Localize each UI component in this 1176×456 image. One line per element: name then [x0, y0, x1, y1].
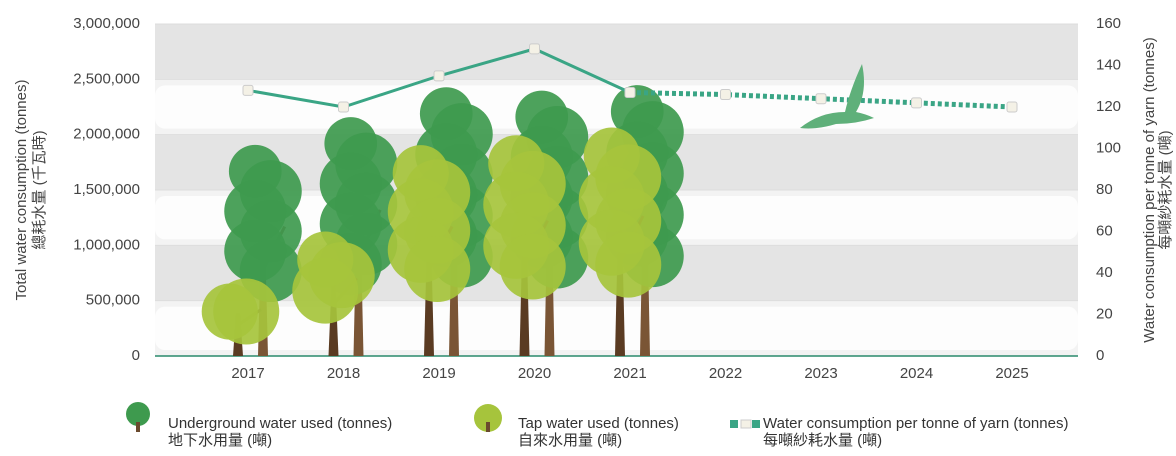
line-marker — [625, 87, 635, 97]
line-marker — [721, 90, 731, 100]
y-tick-label: 2,000,000 — [73, 126, 140, 143]
legend-label: 地下水用量 (噸) — [168, 432, 272, 449]
x-tick-label: 2020 — [518, 365, 551, 382]
line-marker — [816, 94, 826, 104]
y2-tick-label: 80 — [1096, 181, 1113, 198]
x-tick-label: 2021 — [613, 365, 646, 382]
canopy — [404, 236, 470, 302]
y2-tick-label: 140 — [1096, 56, 1121, 73]
y-tick-label: 1,500,000 — [73, 181, 140, 198]
y2-tick-label: 0 — [1096, 347, 1104, 364]
line-marker — [530, 44, 540, 54]
y2-axis-title: Water consumption per tonne of yarn (ton… — [1141, 37, 1158, 342]
y2-axis-title: 每噸紗耗水量 (噸) — [1157, 130, 1174, 249]
canopy — [500, 234, 566, 300]
legend-label: 每噸紗耗水量 (噸) — [763, 432, 882, 449]
y-tick-label: 500,000 — [86, 292, 140, 309]
y2-tick-label: 40 — [1096, 264, 1113, 281]
legend-swatch — [752, 420, 760, 428]
y2-tick-label: 20 — [1096, 305, 1113, 322]
x-tick-label: 2022 — [709, 365, 742, 382]
line-marker — [434, 71, 444, 81]
y-tick-label: 1,000,000 — [73, 236, 140, 253]
x-tick-label: 2017 — [231, 365, 264, 382]
y2-tick-label: 160 — [1096, 15, 1121, 32]
canopy — [213, 279, 279, 345]
legend-swatch — [136, 422, 140, 432]
y2-tick-label: 60 — [1096, 222, 1113, 239]
line-marker — [243, 85, 253, 95]
y-tick-label: 2,500,000 — [73, 70, 140, 87]
y-axis-title: Total water consumption (tonnes) — [13, 80, 30, 301]
canopy — [292, 258, 358, 324]
y2-tick-label: 100 — [1096, 139, 1121, 156]
legend-swatch — [486, 422, 490, 432]
x-tick-label: 2024 — [900, 365, 933, 382]
legend-swatch — [730, 420, 738, 428]
x-tick-label: 2025 — [995, 365, 1028, 382]
y-tick-label: 0 — [132, 347, 140, 364]
line-marker — [339, 102, 349, 112]
legend-label: Water consumption per tonne of yarn (ton… — [763, 415, 1068, 432]
x-tick-label: 2023 — [804, 365, 837, 382]
x-tick-label: 2018 — [327, 365, 360, 382]
legend-swatch — [741, 420, 751, 428]
chart: Total water consumption (tonnes) 總耗水量 (千… — [0, 0, 1176, 451]
line-marker — [1007, 102, 1017, 112]
legend-label: 自來水用量 (噸) — [518, 432, 622, 449]
line-marker — [912, 98, 922, 108]
legend-label: Tap water used (tonnes) — [518, 415, 679, 432]
y-axis-title: 總耗水量 (千瓦時) — [30, 130, 48, 249]
x-tick-label: 2019 — [422, 365, 455, 382]
y-tick-label: 3,000,000 — [73, 15, 140, 32]
canopy — [595, 232, 661, 298]
legend-label: Underground water used (tonnes) — [168, 415, 392, 432]
y2-tick-label: 120 — [1096, 98, 1121, 115]
